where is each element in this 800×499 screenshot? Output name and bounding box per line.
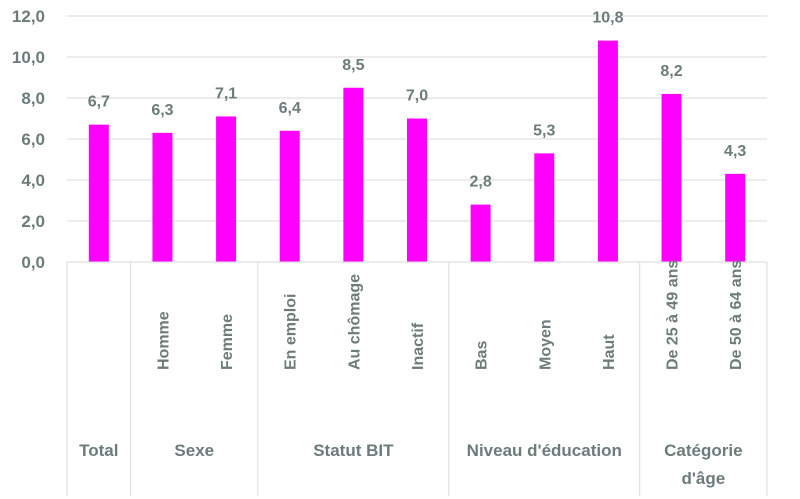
bar (279, 130, 300, 262)
data-label: 8,2 (660, 63, 682, 80)
category-label: Haut (601, 334, 618, 370)
y-tick-label: 4,0 (21, 171, 45, 190)
bars (88, 40, 746, 263)
bar (343, 87, 364, 262)
category-label: Bas (474, 341, 491, 370)
category-label: Homme (155, 311, 172, 370)
category-label: Femme (219, 314, 236, 370)
group-label: d'âge (681, 469, 725, 488)
group-labels: Total Sexe Statut BIT Niveau d'éducation Cat… (79, 441, 742, 488)
bar (534, 153, 555, 262)
bar (152, 132, 173, 262)
y-tick-label: 0,0 (21, 253, 45, 272)
data-label: 7,0 (406, 88, 428, 105)
category-label: Au chômage (346, 274, 363, 370)
data-label: 2,8 (470, 174, 492, 191)
group-label: Statut BIT (313, 441, 394, 460)
data-label: 6,4 (279, 100, 301, 117)
category-axis (66, 261, 768, 496)
category-label: De 25 à 49 ans (665, 260, 682, 370)
category-label: Moyen (537, 319, 554, 370)
data-labels: 6,7 6,3 7,1 6,4 8,5 7,0 2,8 5,3 10,8 8,2 4,3 (88, 10, 747, 191)
category-label: En emploi (283, 294, 300, 370)
y-tick-label: 12,0 (12, 7, 45, 26)
y-tick-label: 8,0 (21, 89, 45, 108)
data-label: 7,1 (215, 85, 237, 102)
bar (216, 116, 237, 262)
data-label: 6,3 (151, 102, 173, 119)
bar (88, 124, 109, 263)
bar (661, 93, 682, 263)
y-tick-label: 2,0 (21, 212, 45, 231)
data-label: 6,7 (88, 94, 110, 111)
group-label: Niveau d'éducation (467, 441, 622, 460)
category-label: De 50 à 64 ans (728, 260, 745, 370)
data-label: 5,3 (533, 122, 555, 139)
group-label: Catégorie (664, 441, 742, 460)
bar (725, 173, 746, 262)
data-label: 10,8 (592, 10, 623, 27)
data-label: 8,5 (342, 57, 364, 74)
bar (597, 40, 618, 262)
y-tick-label: 6,0 (21, 130, 45, 149)
y-axis-tick-labels: 0,0 2,0 4,0 6,0 8,0 10,0 12,0 (12, 7, 45, 272)
group-label: Total (79, 441, 118, 460)
category-labels: Homme Femme En emploi Au chômage Inactif Bas M… (155, 260, 745, 370)
group-label: Sexe (174, 441, 214, 460)
data-label: 4,3 (724, 143, 746, 160)
bar (407, 118, 427, 262)
category-label: Inactif (410, 322, 427, 370)
y-tick-label: 10,0 (12, 48, 45, 67)
bar (470, 204, 491, 262)
